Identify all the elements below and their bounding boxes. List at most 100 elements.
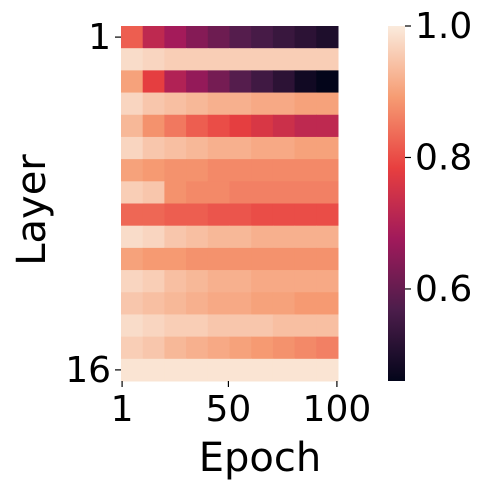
colorbar-tick-label: 0.8 xyxy=(415,137,472,178)
heatmap-cell xyxy=(272,48,296,71)
heatmap-cell xyxy=(186,92,209,116)
heatmap-cell xyxy=(316,136,339,160)
heatmap-cell xyxy=(186,336,209,360)
heatmap-cell xyxy=(142,159,165,182)
heatmap-cell xyxy=(251,26,274,49)
heatmap-cell xyxy=(229,70,252,94)
heatmap-cell xyxy=(164,247,187,271)
heatmap-cell xyxy=(121,48,144,71)
heatmap-cell xyxy=(142,136,165,160)
heatmap-cell xyxy=(316,270,339,293)
heatmap-cell xyxy=(229,159,252,182)
heatmap-cell xyxy=(186,159,209,182)
heatmap-cell xyxy=(121,181,144,204)
heatmap-cell xyxy=(272,159,296,182)
heatmap-cell xyxy=(316,203,339,227)
heatmap-cell xyxy=(207,270,230,293)
heatmap-cell xyxy=(229,292,252,315)
heatmap-cell xyxy=(316,70,339,94)
heatmap-cell xyxy=(142,270,165,293)
heatmap-cell xyxy=(272,70,296,94)
heatmap-cell xyxy=(207,159,230,182)
heatmap-cell xyxy=(294,26,317,49)
heatmap-cell xyxy=(316,292,339,315)
heatmap-cell xyxy=(121,26,144,49)
heatmap-cell xyxy=(207,247,230,271)
heatmap-cell xyxy=(272,292,296,315)
heatmap-cell xyxy=(186,26,209,49)
heatmap-cell xyxy=(272,26,296,49)
heatmap-cell xyxy=(229,26,252,49)
heatmap-cell xyxy=(294,159,317,182)
heatmap-cell xyxy=(229,48,252,71)
heatmap-cell xyxy=(316,159,339,182)
heatmap-cell xyxy=(229,336,252,360)
colorbar-tick-label: 0.6 xyxy=(415,269,472,310)
heatmap-cell xyxy=(186,70,209,94)
heatmap-cell xyxy=(316,48,339,71)
heatmap-cell xyxy=(251,358,274,382)
heatmap-cell xyxy=(164,92,187,116)
heatmap-cell xyxy=(294,181,317,204)
heatmap-cell xyxy=(121,92,144,116)
y-tick-label: 1 xyxy=(88,17,111,58)
colorbar xyxy=(388,26,405,381)
heatmap-cell xyxy=(316,247,339,271)
heatmap-cell xyxy=(316,225,339,249)
heatmap-cell xyxy=(121,159,144,182)
heatmap-cell xyxy=(272,358,296,382)
heatmap-cell xyxy=(294,114,317,138)
heatmap-cell xyxy=(164,136,187,160)
heatmap-cell xyxy=(294,225,317,249)
heatmap-cell xyxy=(142,181,165,204)
heatmap-cell xyxy=(316,336,339,360)
heatmap-cell xyxy=(142,48,165,71)
heatmap-cell xyxy=(186,48,209,71)
heatmap-cell xyxy=(316,26,339,49)
x-tick-label: 1 xyxy=(111,389,134,430)
heatmap-cell xyxy=(229,270,252,293)
heatmap-cell xyxy=(272,314,296,338)
heatmap-cell xyxy=(272,247,296,271)
heatmap-cell xyxy=(294,314,317,338)
heatmap-cell xyxy=(251,114,274,138)
heatmap-cell xyxy=(207,181,230,204)
heatmap-cell xyxy=(121,70,144,94)
heatmap-cell xyxy=(316,114,339,138)
heatmap-cell xyxy=(164,336,187,360)
heatmap-cell xyxy=(294,70,317,94)
heatmap-cell xyxy=(316,358,339,382)
heatmap-cell xyxy=(186,358,209,382)
heatmap-cell xyxy=(164,203,187,227)
heatmap-cell xyxy=(142,114,165,138)
heatmap-cell xyxy=(251,159,274,182)
heatmap-cell xyxy=(207,292,230,315)
heatmap-cell xyxy=(164,70,187,94)
heatmap-cell xyxy=(186,114,209,138)
heatmap-cell xyxy=(316,314,339,338)
heatmap-cell xyxy=(229,114,252,138)
heatmap-cell xyxy=(121,225,144,249)
heatmap-cell xyxy=(251,270,274,293)
heatmap-cell xyxy=(121,203,144,227)
heatmap-cell xyxy=(251,225,274,249)
x-axis-label: Epoch xyxy=(199,435,321,481)
heatmap-cell xyxy=(272,114,296,138)
heatmap-cell xyxy=(229,358,252,382)
heatmap-cell xyxy=(229,203,252,227)
heatmap-cell xyxy=(186,292,209,315)
heatmap-cell xyxy=(207,225,230,249)
heatmap-cell xyxy=(164,181,187,204)
heatmap-cell xyxy=(207,114,230,138)
heatmap-cell xyxy=(272,181,296,204)
heatmap-cell xyxy=(164,48,187,71)
heatmap-cell xyxy=(186,181,209,204)
heatmap-cell xyxy=(142,358,165,382)
heatmap-cell xyxy=(207,92,230,116)
heatmap-cell xyxy=(207,336,230,360)
heatmap-cell xyxy=(121,358,144,382)
heatmap-cell xyxy=(164,225,187,249)
heatmap-cell xyxy=(294,136,317,160)
heatmap-cell xyxy=(186,225,209,249)
